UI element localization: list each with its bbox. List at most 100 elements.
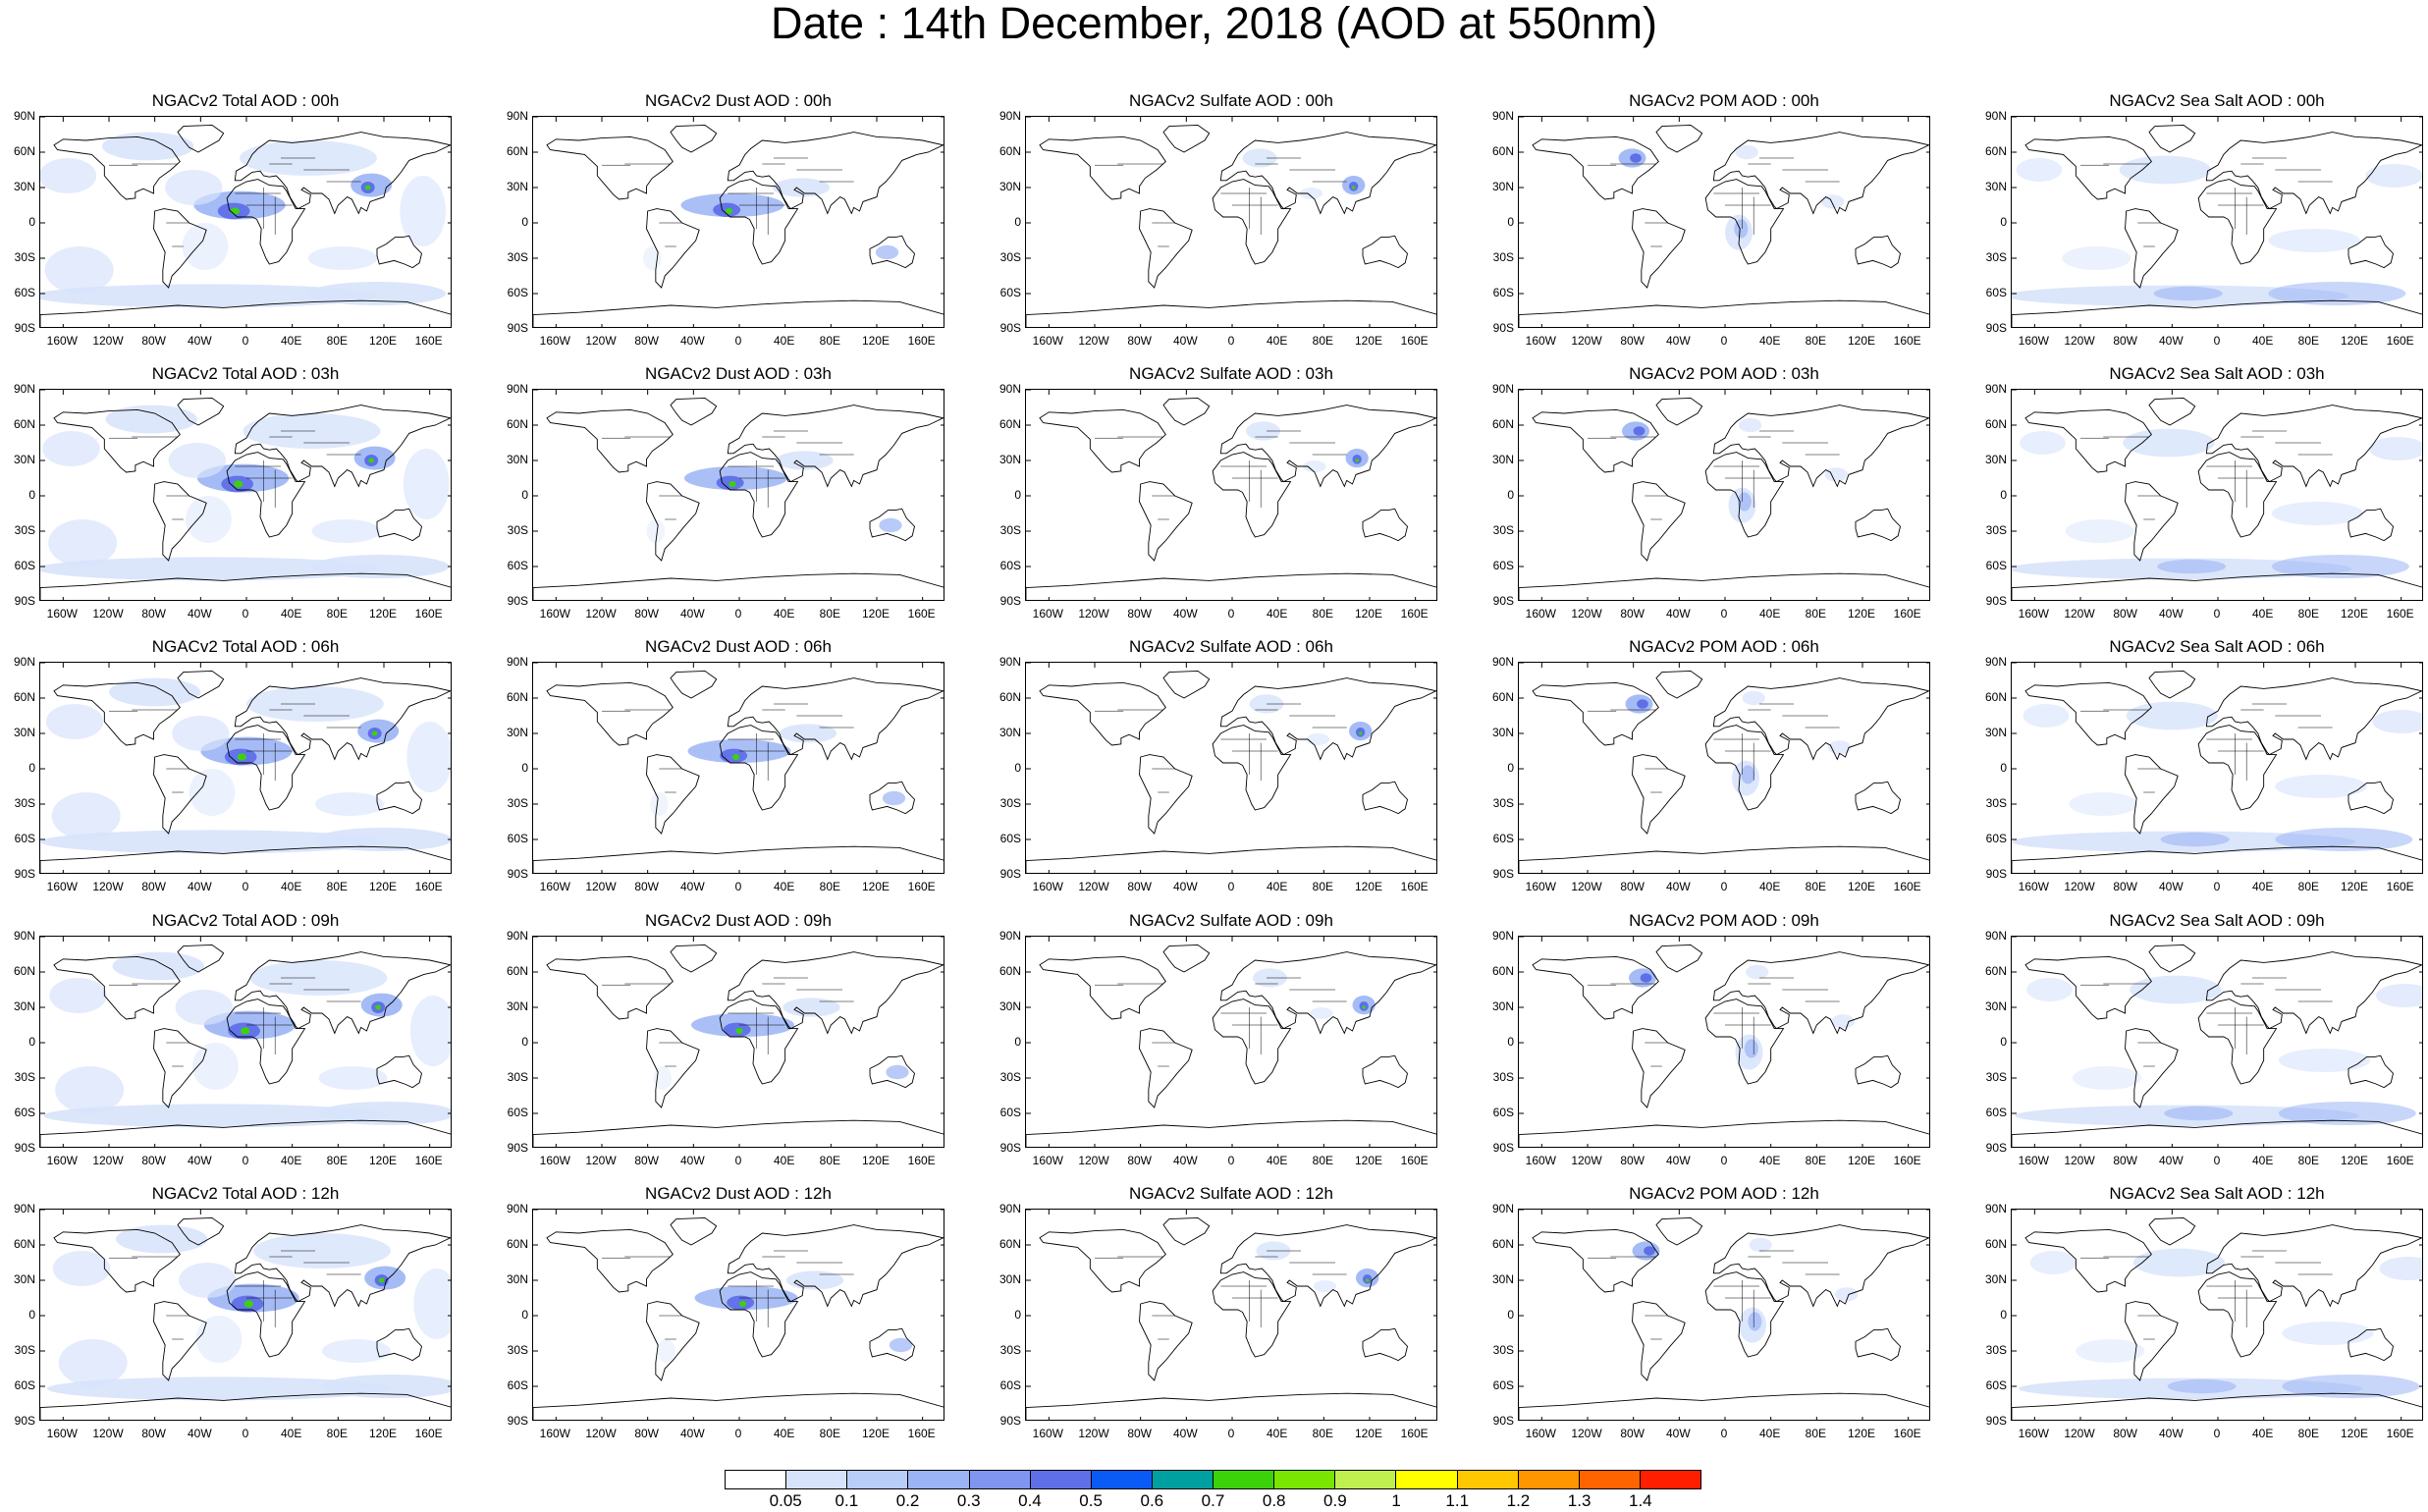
lon-tick-label: 160W: [539, 1154, 570, 1167]
lat-tick-label: 30S: [14, 1070, 35, 1084]
coastline-europe-asia: [1219, 951, 1436, 1035]
colorbar-label: 1.4: [1628, 1491, 1652, 1510]
lat-tick-label: 30S: [1985, 796, 2007, 810]
coastline-south-america: [153, 208, 207, 289]
coastline-australia: [1362, 1327, 1408, 1362]
aod-field: [241, 1027, 250, 1035]
lon-tick-label: 120E: [861, 880, 890, 893]
lon-tick-label: 120W: [1078, 880, 1109, 893]
lon-tick-label: 80W: [2113, 880, 2137, 893]
lat-tick-label: 60N: [1491, 964, 1514, 978]
lon-tick-label: 40W: [187, 880, 212, 893]
lat-tick-label: 0: [2000, 215, 2007, 229]
lat-tick-label: 60N: [506, 1237, 528, 1251]
aod-field: [105, 405, 197, 434]
lon-tick-label: 120E: [2340, 607, 2369, 621]
lat-tick-label: 60S: [1985, 559, 2007, 572]
lon-tick-label: 80E: [819, 334, 840, 348]
lon-tick-label: 160E: [907, 880, 936, 893]
lon-tick-label: 160E: [414, 334, 443, 348]
lat-tick-label: 90N: [1984, 382, 2007, 396]
colorbar-swatch: [1214, 1471, 1275, 1488]
coastline-africa: [226, 179, 306, 265]
lon-tick-label: 160E: [414, 607, 443, 621]
coastline-greenland: [670, 397, 718, 426]
coastline-antarctica: [1026, 845, 1436, 873]
coastline-africa: [719, 179, 799, 265]
lat-tick-label: 30N: [1491, 1272, 1514, 1286]
map-canvas: [533, 937, 944, 1147]
coastline-south-america: [2125, 481, 2179, 562]
lat-tick-label: 30N: [998, 999, 1021, 1013]
lon-tick-label: 120W: [92, 880, 124, 893]
panel-title: NGACv2 POM AOD : 06h: [1629, 637, 1819, 656]
lon-tick-label: 80E: [2297, 1154, 2319, 1167]
coastline-europe-asia: [2205, 1224, 2422, 1308]
aod-field: [413, 1269, 451, 1339]
lon-tick-label: 120E: [2340, 334, 2369, 348]
map-panel: NGACv2 Dust AOD : 06h 90N 60N 30N 0 30S 60S 90S…: [493, 636, 984, 906]
lat-tick-label: 90S: [1492, 1141, 1514, 1155]
lon-tick-label: 80W: [1620, 1427, 1645, 1440]
coastline-greenland: [1655, 1216, 1703, 1246]
panel-title: NGACv2 POM AOD : 03h: [1629, 364, 1819, 383]
coastline-north-america: [2024, 1228, 2152, 1293]
lat-tick-label: 90S: [14, 321, 35, 335]
map-panel: NGACv2 Sulfate AOD : 06h 90N 60N 30N 0 30S 60S…: [986, 636, 1477, 906]
lon-tick-label: 80E: [819, 607, 840, 621]
lon-tick-label: 0: [242, 1154, 249, 1167]
lat-tick-label: 90S: [1492, 321, 1514, 335]
lat-tick-label: 30S: [507, 1070, 528, 1084]
world-map: [1025, 116, 1437, 328]
aod-field: [1644, 1246, 1655, 1256]
coastline-greenland: [670, 124, 718, 153]
lon-tick-label: 120W: [1571, 1154, 1602, 1167]
aod-field: [1306, 733, 1330, 745]
lon-tick-label: 80E: [2297, 607, 2319, 621]
lon-tick-label: 0: [734, 607, 742, 621]
lat-tick-label: 90N: [506, 655, 528, 669]
lat-tick-label: 60S: [1985, 286, 2007, 299]
lat-tick-label: 60N: [998, 417, 1021, 431]
lat-tick-label: 30N: [13, 453, 35, 466]
aod-field: [409, 996, 451, 1066]
coastline-antarctica: [1519, 299, 1929, 327]
coastline-greenland: [2148, 397, 2196, 426]
lat-tick-label: 30S: [507, 1343, 528, 1357]
map-panel: NGACv2 Sea Salt AOD : 12h 90N 60N 30N 0 30S 60…: [1971, 1183, 2428, 1453]
coastline-australia: [376, 235, 422, 269]
coastline-australia: [1362, 508, 1408, 542]
lat-tick-label: 60N: [1491, 144, 1514, 158]
lat-tick-label: 90S: [14, 867, 35, 881]
lat-tick-label: 90S: [1985, 867, 2007, 881]
lat-tick-label: 90S: [507, 321, 528, 335]
aod-field: [875, 244, 899, 260]
lon-tick-label: 80E: [1805, 880, 1826, 893]
colorbar: [725, 1470, 1701, 1489]
lat-tick-label: 30N: [13, 726, 35, 739]
coastline-south-america: [646, 208, 700, 289]
lat-tick-label: 90N: [998, 929, 1021, 943]
aod-field: [879, 517, 902, 533]
aod-field: [109, 677, 201, 707]
aod-field: [406, 722, 451, 792]
coastline-antarctica: [1026, 572, 1436, 600]
coastline-north-america: [53, 955, 181, 1020]
lat-tick-label: 30S: [999, 1070, 1021, 1084]
map-panel: NGACv2 POM AOD : 09h 90N 60N 30N 0 30S 60S 90S 1…: [1479, 910, 1969, 1180]
map-panel: NGACv2 Sulfate AOD : 09h 90N 60N 30N 0 30S 60S…: [986, 910, 1477, 1180]
map-canvas: [1026, 937, 1436, 1147]
lat-tick-label: 60S: [507, 559, 528, 572]
coastline-north-america: [1532, 1228, 1659, 1293]
lat-tick-label: 60N: [506, 964, 528, 978]
lon-tick-label: 40E: [280, 1427, 302, 1440]
coastline-north-america: [2024, 408, 2152, 473]
aod-field: [779, 724, 837, 743]
lon-tick-label: 80W: [2113, 607, 2137, 621]
lon-tick-label: 160W: [46, 880, 78, 893]
lat-tick-label: 0: [1507, 1308, 1514, 1322]
coastline-greenland: [1655, 944, 1703, 973]
aod-field: [253, 1233, 391, 1269]
coastline-antarctica: [1026, 299, 1436, 327]
lon-tick-label: 120E: [1354, 1154, 1383, 1167]
